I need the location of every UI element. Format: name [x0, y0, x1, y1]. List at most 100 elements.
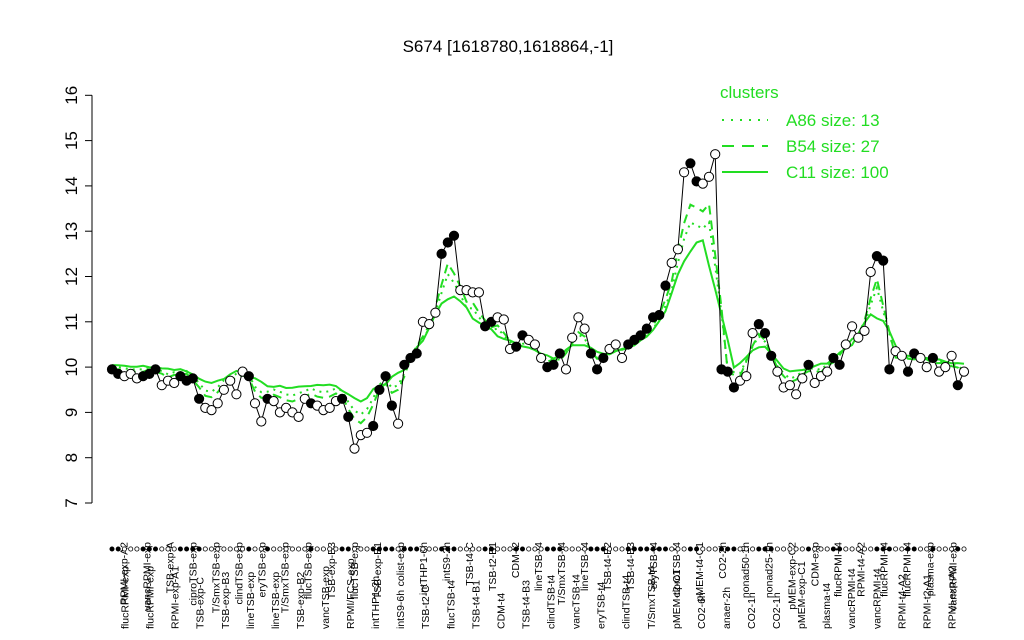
strip-marker: [171, 546, 177, 552]
sample-point: [697, 178, 708, 189]
bottom-tick-label: RPMI-exp-A2: [947, 566, 959, 629]
sample-point: [958, 366, 970, 377]
strip-marker: [712, 546, 718, 552]
strip-marker: [302, 546, 308, 552]
strip-marker: [762, 546, 768, 552]
bottom-tick-label: vancTSB-exp: [320, 566, 332, 629]
bottom-tick-label: T/SmxTSB-t4: [646, 566, 658, 629]
strip-marker: [880, 546, 886, 552]
strip-marker: [669, 546, 675, 552]
bottom-tick-label: flucTSB-t4: [445, 580, 457, 629]
sample-marker-strip: [109, 546, 967, 552]
strip-marker: [364, 546, 370, 552]
sample-points: [106, 149, 970, 454]
strip-marker: [719, 546, 725, 552]
y-tick-label: 8: [62, 453, 81, 462]
strip-marker: [333, 546, 339, 552]
sample-point: [249, 398, 261, 409]
top-tick-label: plasma-exp: [925, 542, 937, 596]
sample-point: [672, 244, 684, 255]
strip-marker: [893, 546, 899, 552]
strip-marker: [575, 546, 581, 552]
sample-point: [902, 366, 914, 377]
top-tick-label: flucTSB-exp: [349, 542, 361, 599]
strip-marker: [345, 546, 351, 552]
sample-point: [834, 359, 845, 370]
sample-point: [635, 330, 646, 341]
legend: clusters A86 size: 13 B54 size: 27 C11 siz…: [720, 83, 889, 182]
sample-point: [791, 389, 802, 400]
strip-marker: [414, 546, 420, 552]
strip-marker: [638, 546, 644, 552]
strip-marker: [687, 546, 693, 552]
strip-marker: [165, 546, 171, 552]
sample-point: [952, 380, 963, 391]
strip-marker: [277, 546, 283, 552]
strip-marker: [830, 546, 836, 552]
sample-point: [896, 350, 907, 361]
strip-marker: [911, 546, 917, 552]
sample-point: [343, 411, 354, 422]
strip-marker: [271, 546, 277, 552]
sample-point: [784, 380, 796, 391]
sample-point: [666, 257, 677, 268]
sample-point: [710, 149, 721, 160]
strip-marker: [961, 546, 967, 552]
strip-marker: [899, 546, 905, 552]
strip-marker: [314, 546, 320, 552]
bottom-tick-label: pMEM-t2-C1: [671, 569, 683, 629]
top-tick-label: nonad50-1h: [740, 542, 752, 598]
strip-marker: [327, 546, 333, 552]
strip-marker: [694, 546, 700, 552]
sample-point: [436, 248, 447, 259]
bottom-tick-label: RPMI-t2-A1: [921, 574, 933, 629]
sample-point: [256, 416, 267, 427]
cluster-c11-line: [111, 238, 965, 403]
strip-marker: [389, 546, 395, 552]
bottom-tick-label: lineTSB-exp: [270, 572, 282, 629]
top-tick-label: lineTSB-t4: [533, 542, 545, 591]
sample-point: [747, 328, 758, 339]
bottom-tick-label: TSB-t4-B3: [521, 580, 533, 629]
bottom-tick-label: CO2-1h: [771, 592, 783, 629]
sample-point: [473, 287, 484, 298]
sample-point: [448, 230, 460, 241]
strip-marker: [582, 546, 588, 552]
top-tick-label: flucRPMI-t4: [878, 542, 890, 597]
sample-point: [554, 348, 565, 359]
top-tick-label: ciproTSB-exp: [188, 542, 200, 606]
sample-point: [567, 332, 578, 343]
strip-marker: [700, 546, 706, 552]
bottom-tick-label: CO2-6h: [696, 592, 708, 629]
legend-label: C11 size: 100: [786, 163, 889, 182]
y-tick-label: 14: [62, 176, 81, 195]
y-tick-label: 11: [62, 313, 81, 331]
sample-point: [616, 352, 628, 364]
strip-marker: [407, 546, 413, 552]
sample-point: [946, 350, 957, 361]
strip-marker: [495, 546, 501, 552]
strip-marker: [774, 546, 780, 552]
strip-marker: [445, 546, 451, 552]
sample-point: [529, 339, 541, 350]
bottom-tick-label: CDM-t4: [495, 593, 507, 629]
strip-marker: [196, 546, 202, 552]
strip-marker: [451, 546, 457, 552]
strip-marker: [463, 546, 469, 552]
strip-marker: [569, 546, 575, 552]
strip-marker: [781, 546, 787, 552]
sample-point: [828, 352, 839, 364]
strip-marker: [208, 546, 214, 552]
strip-marker: [426, 546, 432, 552]
sample-point: [840, 339, 851, 350]
bottom-tick-label: vancRPMI-t4: [846, 568, 858, 629]
strip-marker: [146, 546, 152, 552]
top-tick-label: TSB-t4-C: [464, 542, 476, 586]
strip-marker: [619, 546, 625, 552]
strip-marker: [526, 546, 532, 552]
top-tick-label: RPMI-exp-A2: [119, 542, 131, 605]
sample-point: [592, 364, 603, 375]
bottom-tick-label: vancTSB-t4: [571, 574, 583, 629]
strip-marker: [457, 546, 463, 552]
top-tick-label: vancRPMI-exp: [142, 542, 154, 611]
